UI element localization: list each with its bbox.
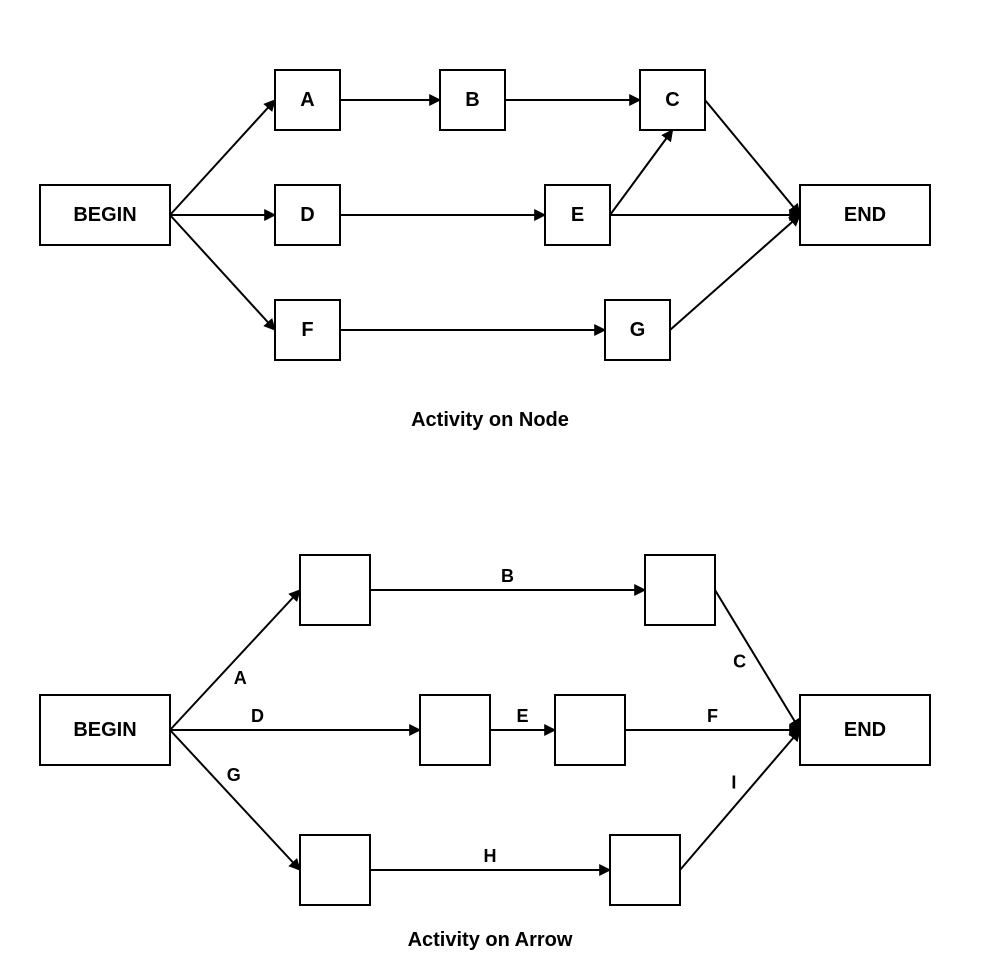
edge-label-H: H — [484, 846, 497, 866]
diagram-aoa: AADDGGBBCCEEFFHHIIBEGINENDActivity on Ar… — [40, 555, 930, 951]
edge-n2-end2 — [715, 590, 800, 730]
node-n2 — [645, 555, 715, 625]
diagram-canvas: BEGINABCDEFGENDActivity on NodeAADDGGBBC… — [0, 0, 981, 971]
node-n3 — [420, 695, 490, 765]
node-n5 — [300, 835, 370, 905]
node-label-begin: BEGIN — [73, 204, 136, 226]
edge-C-end — [705, 100, 800, 215]
caption-aon: Activity on Node — [411, 409, 569, 431]
edge-begin-F — [170, 215, 275, 330]
edge-E-C — [610, 130, 673, 215]
node-label-F: F — [301, 319, 313, 341]
edge-label-B: B — [501, 566, 514, 586]
node-label-G: G — [630, 319, 646, 341]
node-label-A: A — [300, 89, 314, 111]
edge-G-end — [670, 215, 800, 330]
diagram-aon: BEGIN A B C D E F G END Activity on Node — [40, 70, 930, 431]
node-n4 — [555, 695, 625, 765]
node-n1 — [300, 555, 370, 625]
node-label-end2: END — [844, 719, 886, 741]
node-label-C: C — [665, 89, 679, 111]
node-n6 — [610, 835, 680, 905]
edge-label-A: A — [234, 668, 247, 688]
caption-aoa: Activity on Arrow — [408, 929, 573, 951]
edge-label-F: F — [707, 706, 718, 726]
edge-begin-A — [170, 100, 275, 215]
node-label-D: D — [300, 204, 314, 226]
node-label-E: E — [571, 204, 584, 226]
edge-n6-end2 — [680, 730, 800, 870]
edge-label-G: G — [227, 765, 241, 785]
edge-begin2-n1 — [170, 590, 300, 730]
edge-label-I: I — [731, 773, 736, 793]
edge-begin2-n5 — [170, 730, 300, 870]
edge-label-D: D — [251, 706, 264, 726]
node-label-B: B — [465, 89, 479, 111]
edge-label-E: E — [516, 706, 528, 726]
node-label-begin2: BEGIN — [73, 719, 136, 741]
node-label-end: END — [844, 204, 886, 226]
edge-label-C: C — [733, 651, 746, 671]
